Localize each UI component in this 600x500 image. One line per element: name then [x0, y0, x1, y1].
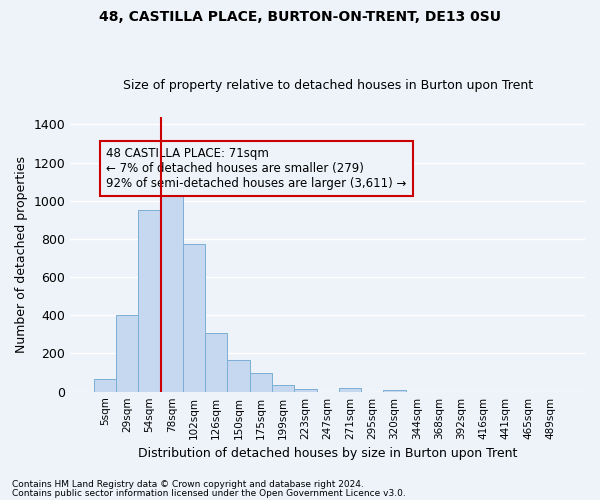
Title: Size of property relative to detached houses in Burton upon Trent: Size of property relative to detached ho… [122, 79, 533, 92]
Text: 48, CASTILLA PLACE, BURTON-ON-TRENT, DE13 0SU: 48, CASTILLA PLACE, BURTON-ON-TRENT, DE1… [99, 10, 501, 24]
Bar [116, 316, 138, 392]
Bar [250, 372, 272, 392]
Bar [294, 389, 317, 392]
Bar [205, 334, 227, 392]
Text: 48 CASTILLA PLACE: 71sqm
← 7% of detached houses are smaller (279)
92% of semi-d: 48 CASTILLA PLACE: 71sqm ← 7% of detache… [106, 147, 407, 190]
X-axis label: Distribution of detached houses by size in Burton upon Trent: Distribution of detached houses by size … [138, 447, 517, 460]
Bar [161, 182, 183, 392]
Y-axis label: Number of detached properties: Number of detached properties [15, 156, 28, 352]
Bar [339, 388, 361, 392]
Bar [272, 385, 294, 392]
Text: Contains public sector information licensed under the Open Government Licence v3: Contains public sector information licen… [12, 488, 406, 498]
Bar [138, 210, 161, 392]
Bar [94, 380, 116, 392]
Text: Contains HM Land Registry data © Crown copyright and database right 2024.: Contains HM Land Registry data © Crown c… [12, 480, 364, 489]
Bar [183, 244, 205, 392]
Bar [383, 390, 406, 392]
Bar [227, 360, 250, 392]
